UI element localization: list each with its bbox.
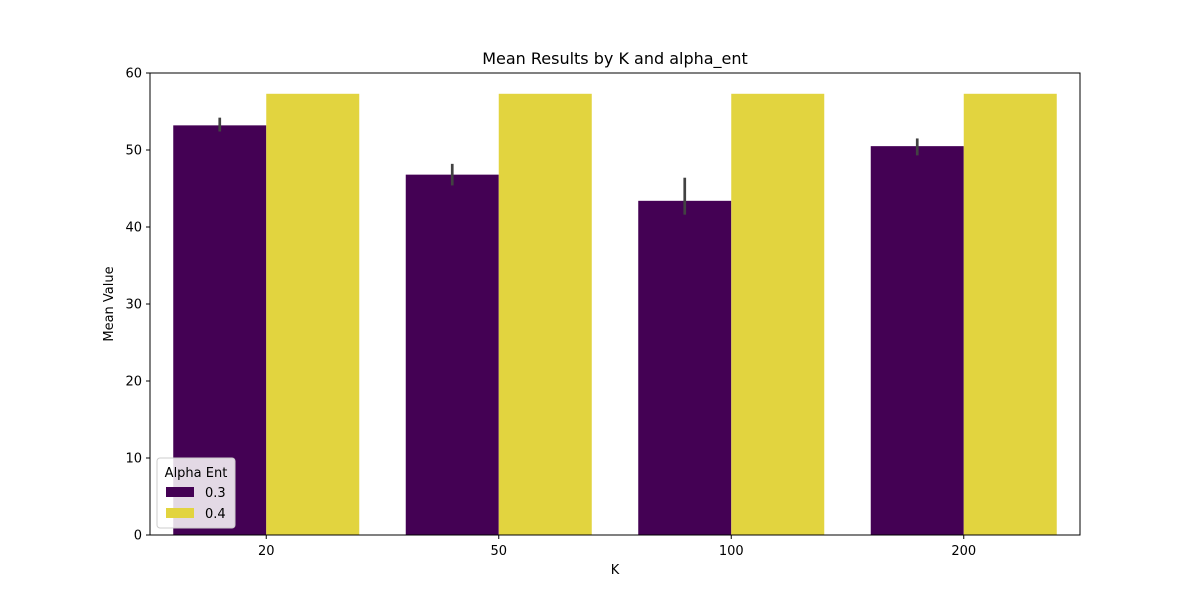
y-tick-label-60: 60 [125, 67, 142, 82]
y-tick-label-20: 20 [125, 375, 142, 390]
legend-swatch-0.4 [166, 508, 194, 518]
y-tick-label-30: 30 [125, 298, 142, 313]
x-tick-label-20: 20 [258, 544, 275, 559]
bar-20-0.4 [266, 93, 360, 535]
x-tick-label-100: 100 [719, 544, 744, 559]
bar-50-0.3 [405, 174, 499, 535]
legend-swatch-0.3 [166, 487, 194, 497]
bar-100-0.3 [638, 200, 732, 535]
legend: Alpha Ent 0.3 0.4 [156, 457, 236, 529]
y-tick-label-50: 50 [125, 144, 142, 159]
bar-200-0.4 [963, 93, 1057, 535]
y-tick-label-0: 0 [134, 529, 142, 544]
bar-50-0.4 [498, 93, 592, 535]
x-axis-label: K [611, 563, 620, 578]
x-tick-label-50: 50 [490, 544, 507, 559]
y-axis-label: Mean Value [102, 266, 117, 341]
y-axis: 0 10 20 30 40 50 60 [125, 67, 150, 544]
y-tick-label-10: 10 [125, 452, 142, 467]
x-axis: 20 50 100 200 [258, 535, 976, 559]
legend-label-0.4: 0.4 [205, 507, 226, 522]
x-tick-label-200: 200 [951, 544, 976, 559]
bars-layer [173, 93, 1057, 536]
legend-label-0.3: 0.3 [205, 486, 226, 501]
y-tick-label-40: 40 [125, 221, 142, 236]
legend-title: Alpha Ent [165, 466, 228, 481]
bar-200-0.3 [870, 146, 964, 535]
error-bars-layer [218, 117, 919, 215]
bar-100-0.4 [731, 93, 825, 535]
chart-title: Mean Results by K and alpha_ent [482, 49, 748, 69]
